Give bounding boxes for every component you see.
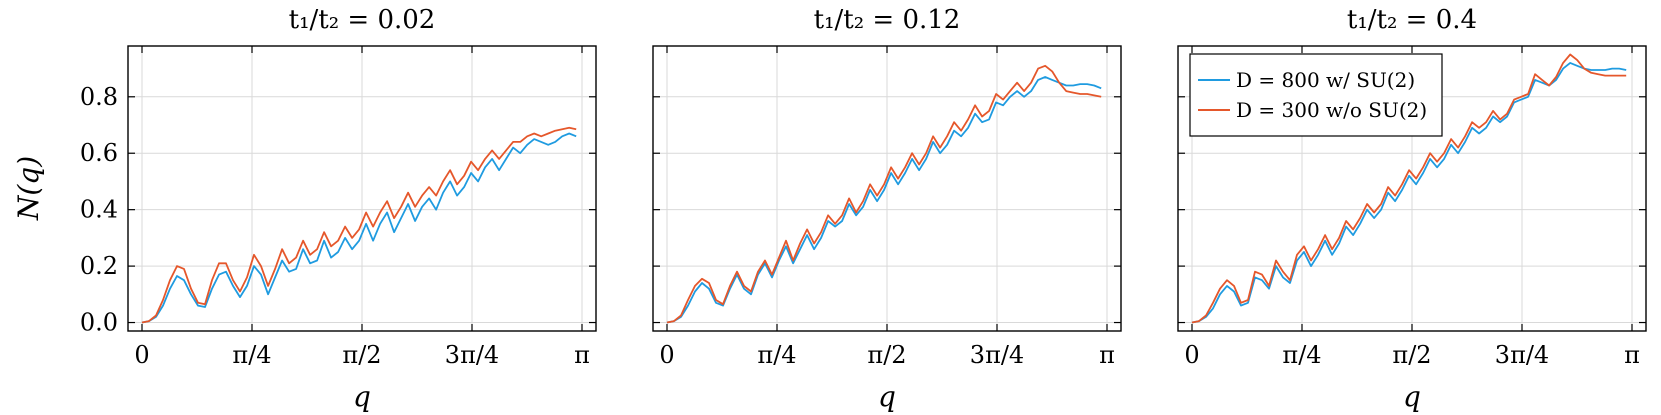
x-tick-label: π/4 — [232, 341, 271, 369]
panel-2: 0 π/4 π/2 3π/4 π q t₁/t₂ = 0.12 — [652, 5, 1122, 413]
x-axis-label: q — [878, 380, 896, 413]
y-tick-label: 0.4 — [80, 196, 118, 224]
legend-label: D = 300 w/o SU(2) — [1236, 98, 1427, 122]
x-tick-label: 0 — [134, 341, 149, 369]
x-axis-label: q — [353, 380, 371, 413]
y-tick-label: 0.2 — [80, 252, 118, 280]
panel-title: t₁/t₂ = 0.4 — [1347, 5, 1477, 35]
panel-title: t₁/t₂ = 0.12 — [814, 5, 961, 35]
x-tick-label: 3π/4 — [445, 341, 499, 369]
panel-3: 0 π/4 π/2 3π/4 π q t₁/t₂ = 0.4 D = 800 w/ SU(2)… — [1177, 5, 1647, 413]
x-tick-label: π/2 — [342, 341, 381, 369]
panel-title: t₁/t₂ = 0.02 — [289, 5, 436, 35]
series-line-d800-su2 — [1191, 62, 1627, 324]
x-tick-label: π/4 — [757, 341, 796, 369]
y-tick-label: 0.8 — [80, 83, 118, 111]
x-tick-label: 3π/4 — [1495, 341, 1549, 369]
x-tick-label: 3π/4 — [970, 341, 1024, 369]
series-line-d800-su2 — [666, 76, 1102, 324]
x-axis-label: q — [1403, 380, 1421, 413]
y-tick-label: 0.6 — [80, 139, 118, 167]
series-line-d300-no-su2 — [1191, 53, 1627, 324]
series-line-d300-no-su2 — [666, 64, 1102, 324]
legend-box — [1189, 53, 1443, 137]
series-line-d800-su2 — [141, 132, 577, 324]
x-tick-label: π/2 — [1392, 341, 1431, 369]
y-axis-label: N(q) — [12, 156, 45, 221]
x-tick-label: π — [574, 341, 590, 369]
x-tick-label: π/2 — [867, 341, 906, 369]
x-tick-label: π — [1624, 341, 1640, 369]
y-tick-label: 0.0 — [80, 309, 118, 337]
x-tick-label: π/4 — [1282, 341, 1321, 369]
x-tick-label: π — [1099, 341, 1115, 369]
x-tick-label: 0 — [659, 341, 674, 369]
legend: D = 800 w/ SU(2) D = 300 w/o SU(2) — [1189, 53, 1443, 137]
series-line-d300-no-su2 — [141, 126, 577, 324]
legend-label: D = 800 w/ SU(2) — [1236, 68, 1415, 92]
x-tick-label: 0 — [1184, 341, 1199, 369]
panel-1: 0 π/4 π/2 3π/4 π 0.0 0.2 0.4 0.6 0.8 q t₁/t₂ = 0.02 — [80, 5, 597, 413]
